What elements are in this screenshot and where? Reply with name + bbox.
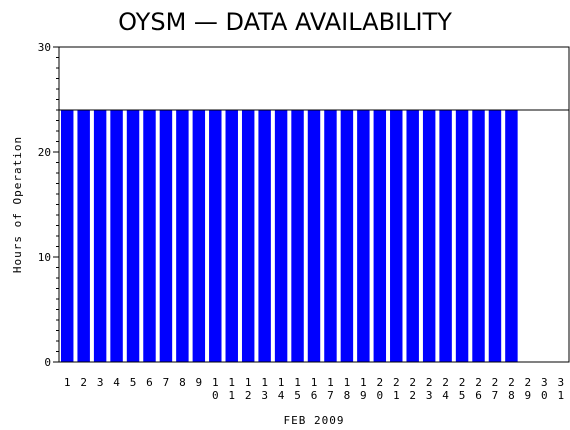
y-tick-label: 30 [38, 41, 51, 54]
x-axis-label: FEB 2009 [284, 414, 345, 427]
x-tick-label-4: 4 [113, 376, 120, 389]
y-axis-label: Hours of Operation [11, 136, 24, 273]
bar-day-11 [225, 110, 238, 362]
y-tick-label: 20 [38, 146, 51, 159]
y-axis: 0 10 20 30 [38, 41, 59, 369]
y-tick-label: 0 [44, 356, 51, 369]
bar-day-17 [324, 110, 337, 362]
bar-day-9 [192, 110, 206, 362]
bar-day-3 [93, 110, 107, 362]
bar-day-5 [126, 110, 140, 362]
bar-day-6 [143, 110, 156, 362]
y-tick-label: 10 [38, 251, 51, 264]
x-tick-label-3: 3 [97, 376, 104, 389]
bar-day-1 [61, 110, 74, 362]
bar-day-12 [241, 110, 255, 362]
bar-day-28 [505, 110, 518, 362]
bar-day-10 [209, 110, 222, 362]
bar-day-8 [176, 110, 189, 362]
bar-day-21 [390, 110, 403, 362]
x-tick-label-9: 9 [196, 376, 203, 389]
bar-day-20 [373, 110, 387, 362]
bar-day-25 [455, 110, 469, 362]
x-tick-label-1: 1 [64, 376, 71, 389]
x-axis: 1 2 3 4 5 6 7 8 9 1 01 11 21 31 41 51 61 71 81 92 02 12 22 32 42… [64, 376, 564, 402]
bar-day-16 [307, 110, 321, 362]
bar-day-19 [357, 110, 370, 362]
x-tick-label-5: 5 [130, 376, 137, 389]
bar-day-2 [77, 110, 90, 362]
bar-day-23 [422, 110, 436, 362]
bar-day-27 [488, 110, 502, 362]
bar-day-15 [291, 110, 304, 362]
x-tick-label-2: 2 [80, 376, 87, 389]
bar-day-7 [159, 110, 173, 362]
bar-day-13 [258, 110, 271, 362]
bar-day-14 [274, 110, 288, 362]
bar-day-22 [406, 110, 419, 362]
bar-day-24 [439, 110, 452, 362]
x-tick-label-8: 8 [179, 376, 186, 389]
chart-title: OYSM — DATA AVAILABILITY [118, 8, 452, 36]
bar-day-26 [472, 110, 485, 362]
bar-day-18 [340, 110, 354, 362]
x-tick-label-7: 7 [163, 376, 170, 389]
x-tick-label-6: 6 [146, 376, 153, 389]
bars-group [61, 110, 518, 362]
bar-day-4 [110, 110, 123, 362]
